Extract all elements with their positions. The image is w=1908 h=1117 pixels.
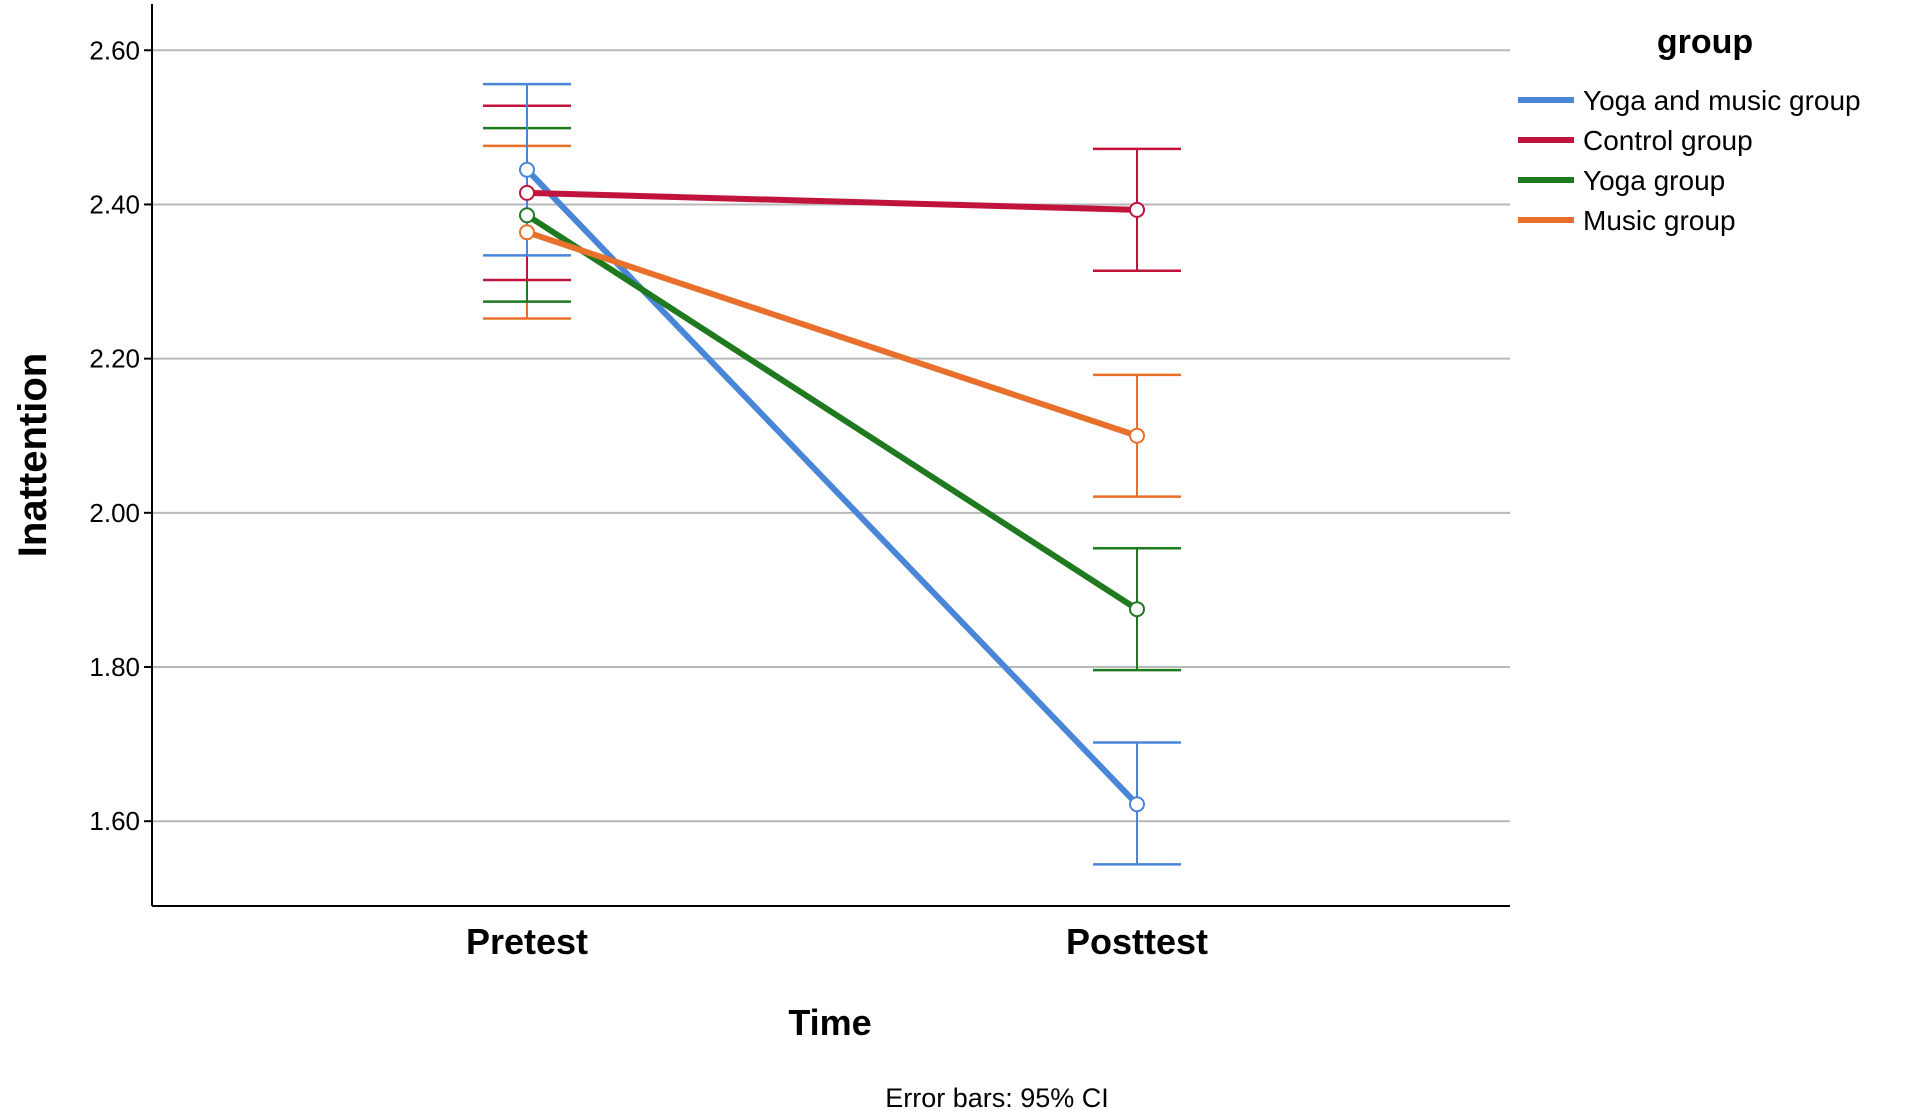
y-tick-label: 2.40 xyxy=(89,189,140,219)
y-tick-label: 2.20 xyxy=(89,344,140,374)
legend-title: group xyxy=(1657,23,1753,61)
legend-item: Yoga and music group xyxy=(1518,85,1861,116)
x-tick-label: Posttest xyxy=(1066,921,1208,962)
series-line xyxy=(524,167,1140,807)
axes xyxy=(151,4,1510,907)
data-point xyxy=(1129,601,1145,618)
y-tick-label: 2.00 xyxy=(89,498,140,528)
legend-items: Yoga and music group Control group Yoga gr… xyxy=(1518,85,1861,236)
series-line xyxy=(526,229,1138,439)
y-tick-label: 2.60 xyxy=(89,35,140,65)
legend-item: Yoga group xyxy=(1518,165,1725,196)
data-point xyxy=(519,161,535,178)
y-tick-label: 1.60 xyxy=(89,806,140,836)
series-line xyxy=(525,212,1139,612)
y-tick-label: 1.80 xyxy=(89,652,140,682)
x-axis-title: Time xyxy=(788,1002,871,1043)
y-tick-labels: 1.60 1.80 2.00 2.20 2.40 2.60 xyxy=(89,35,140,836)
legend-item: Control group xyxy=(1518,125,1753,156)
legend-label: Yoga group xyxy=(1583,165,1725,196)
footnote: Error bars: 95% CI xyxy=(885,1083,1109,1112)
y-axis-title: Inattention xyxy=(11,353,55,557)
legend-label: Yoga and music group xyxy=(1583,85,1861,116)
gridlines xyxy=(144,49,1510,823)
x-tick-labels: Pretest Posttest xyxy=(466,921,1208,962)
data-point xyxy=(1129,201,1145,218)
data-point xyxy=(519,207,535,224)
series-line xyxy=(526,189,1138,213)
data-point xyxy=(1129,796,1145,813)
series-points xyxy=(519,161,1145,813)
x-tick-label: Pretest xyxy=(466,921,588,962)
data-point xyxy=(519,184,535,201)
data-point xyxy=(519,224,535,241)
series-lines xyxy=(524,167,1140,807)
legend-label: Control group xyxy=(1583,125,1753,156)
legend-label: Music group xyxy=(1583,205,1736,236)
data-point xyxy=(1129,427,1145,444)
legend-item: Music group xyxy=(1518,205,1736,236)
